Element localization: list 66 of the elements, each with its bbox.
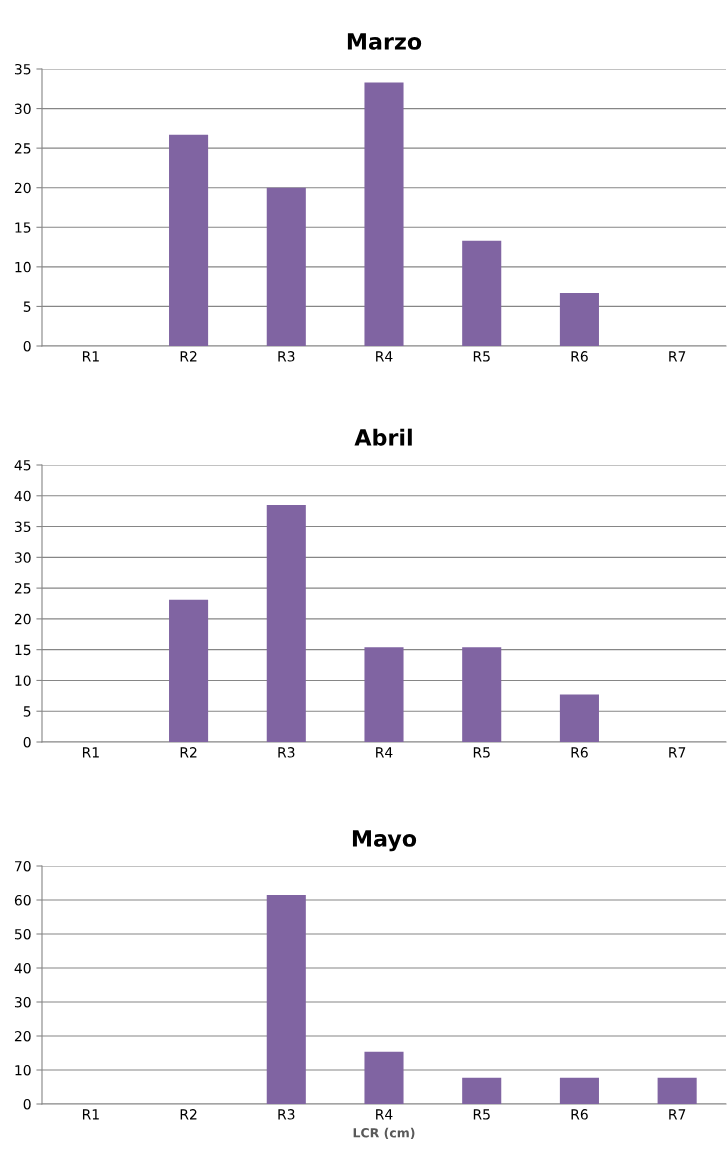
y-tick-label: 10 [15,261,31,273]
y-tick-label: 25 [14,143,31,154]
y-tick-label: 50 [14,928,31,940]
x-tick-label: R2 [180,747,197,758]
x-tick-label: R5 [473,351,490,362]
x-tick-label: R6 [571,1109,588,1120]
y-tick-label: 35 [14,521,31,533]
x-tick-label: R4 [376,1109,393,1120]
y-tick-label: 30 [14,552,31,563]
x-tick-label: R2 [180,351,197,362]
y-tick-label: 40 [14,490,31,502]
x-tick-label: R3 [278,1109,295,1120]
bar [657,1077,697,1104]
y-tick-label: 30 [14,103,31,115]
y-tick-label: 5 [23,706,31,717]
x-tick-label: R6 [571,351,588,362]
y-tick-label: 25 [14,583,31,594]
bar [462,647,502,742]
y-tick-label: 5 [23,301,31,312]
bar [169,134,209,346]
x-tick-label: R7 [669,351,686,362]
bar [559,1077,599,1104]
x-axis-title: LCR (cm) [353,1127,415,1140]
chart-title: Marzo [347,33,422,50]
y-tick-label: 15 [15,222,31,233]
y-tick-label: 20 [14,1030,31,1042]
bar [462,240,502,346]
x-tick-label: R7 [669,747,686,758]
bar [266,505,306,742]
y-tick-label: 20 [14,182,31,194]
y-tick-label: 60 [14,894,31,906]
x-tick-label: R6 [571,747,588,758]
y-tick-label: 70 [15,860,31,872]
bar [364,1051,404,1104]
x-tick-label: R2 [180,1109,197,1120]
bar [266,187,306,346]
y-tick-label: 40 [14,962,31,974]
x-tick-label: R5 [473,747,490,758]
bar [559,694,599,742]
y-tick-label: 0 [23,340,31,352]
y-tick-label: 10 [15,1064,31,1076]
bar [364,82,404,346]
chart-title: Mayo [352,830,417,852]
x-tick-label: R1 [82,747,99,758]
x-tick-label: R3 [278,747,295,758]
x-tick-label: R4 [376,747,393,758]
y-tick-label: 20 [14,613,31,625]
bar [266,894,306,1104]
x-tick-label: R3 [278,351,295,362]
bar [559,292,599,346]
x-tick-label: R5 [473,1109,490,1120]
y-tick-label: 15 [15,644,31,656]
bar [462,1077,502,1104]
x-tick-label: R1 [82,1109,99,1120]
y-tick-label: 10 [15,675,31,686]
y-tick-label: 45 [14,460,31,471]
x-tick-label: R1 [82,351,99,362]
y-tick-label: 30 [14,996,31,1008]
y-tick-label: 0 [23,736,31,748]
bar [169,599,209,742]
chart-title: Abril [354,428,412,446]
y-tick-label: 0 [23,1098,31,1110]
y-tick-label: 35 [14,63,31,75]
x-tick-label: R4 [376,351,393,362]
bar [364,647,404,742]
x-tick-label: R7 [669,1109,686,1120]
